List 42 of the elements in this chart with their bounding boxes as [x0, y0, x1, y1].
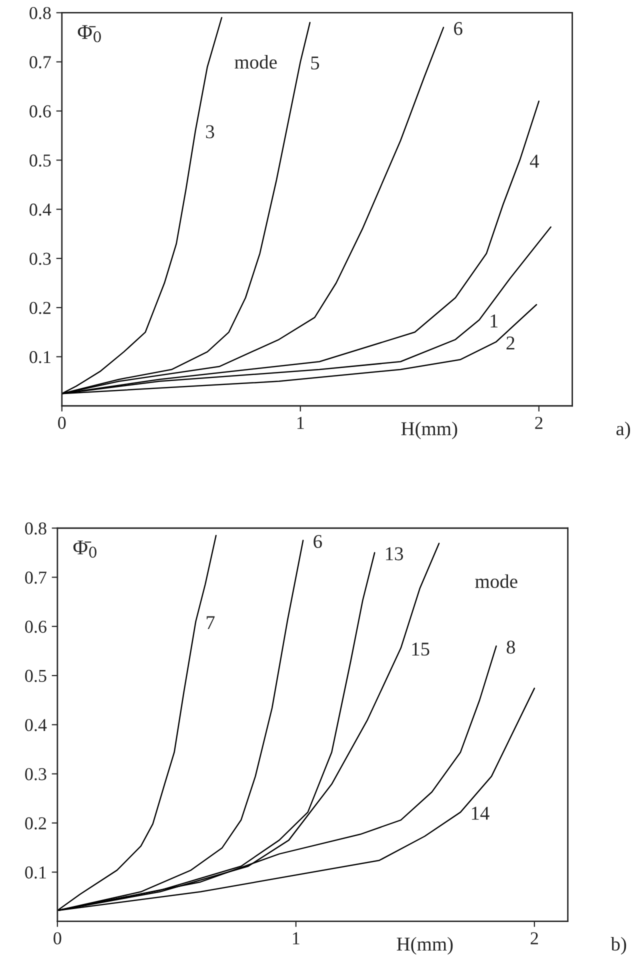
y-tick-label: 0.7: [25, 572, 46, 584]
y-tick-label: 0.5: [30, 154, 51, 167]
text: a): [616, 422, 630, 440]
annotation: mode: [475, 574, 518, 588]
y-tick-label: 0.8: [25, 522, 46, 535]
text: b): [610, 937, 626, 955]
series-label: 7: [206, 616, 215, 629]
x-tick-label: 0: [58, 416, 66, 429]
series-label: 13: [386, 547, 404, 560]
y-tick-label: 0.7: [30, 56, 51, 68]
y-tick-label: 0.6: [25, 620, 46, 633]
x-tick-label: 1: [293, 932, 300, 944]
annotation: mode: [234, 55, 277, 69]
y-tick-label: 0.3: [25, 768, 46, 780]
y-tick-label: 0.5: [25, 670, 46, 682]
y-tick-label: 0.1: [25, 866, 46, 879]
y-tick-label: 0.2: [25, 817, 46, 830]
series-label: 6: [314, 534, 322, 548]
y-tick-label: 0.4: [25, 718, 47, 732]
series-label: 5: [311, 56, 320, 70]
y-tick-label: 0.1: [30, 350, 50, 364]
x-axis-title: H(mm): [401, 422, 458, 440]
series-label: 14: [472, 806, 490, 820]
y-axis-title: Φ̄$_{0}$: [73, 540, 96, 558]
x-tick-label: 1: [297, 416, 304, 429]
x-tick-label: 2: [535, 416, 542, 429]
series-label: 6: [454, 22, 462, 36]
y-axis-title: Φ̄$_{0}$: [78, 25, 101, 42]
series-label: 2: [506, 336, 514, 350]
x-tick-label: 2: [530, 932, 538, 944]
series-label: 1: [490, 314, 498, 328]
y-tick-label: 0.6: [30, 105, 51, 118]
series-label: 3: [206, 125, 214, 138]
y-tick-label: 0.4: [30, 204, 52, 216]
x-tick-label: 0: [54, 932, 62, 944]
series-label: 15: [412, 642, 430, 656]
series-label: 8: [506, 640, 515, 654]
y-tick-label: 0.2: [30, 302, 50, 314]
y-tick-label: 0.8: [30, 6, 51, 20]
series-label: 4: [530, 154, 539, 168]
y-tick-label: 0.3: [30, 252, 51, 265]
x-axis-title: H(mm): [396, 937, 453, 955]
